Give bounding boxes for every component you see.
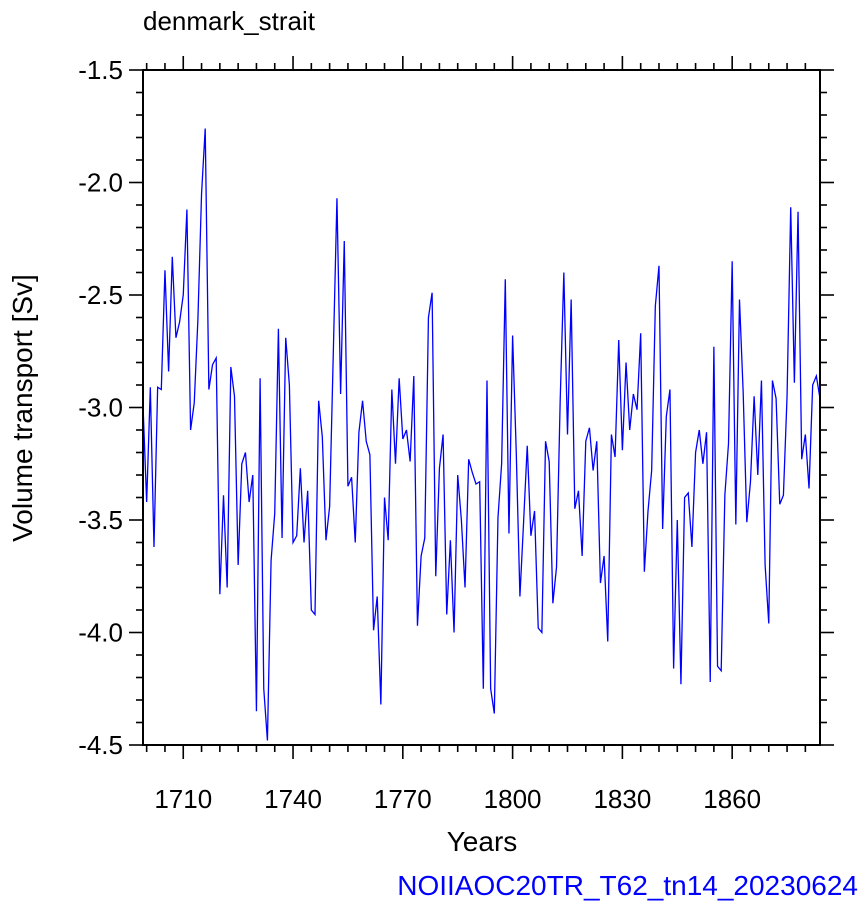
plot-frame (142, 69, 821, 746)
x-axis-label: Years (447, 826, 518, 857)
series-line-0 (142, 128, 821, 741)
y-tick-label: -3.0 (78, 393, 123, 423)
plot-area (142, 69, 821, 746)
x-tick-label: 1770 (374, 784, 432, 814)
x-tick-label: 1710 (154, 784, 212, 814)
y-tick-label: -4.5 (78, 730, 123, 760)
y-tick-label: -4.0 (78, 618, 123, 648)
chart-title: denmark_strait (143, 6, 316, 36)
x-tick-label: 1830 (593, 784, 651, 814)
y-tick-label: -2.0 (78, 168, 123, 198)
x-tick-label: 1860 (703, 784, 761, 814)
y-tick-label: -1.5 (78, 55, 123, 85)
y-tick-label: -2.5 (78, 280, 123, 310)
x-tick-label: 1740 (264, 784, 322, 814)
y-axis-label: Volume transport [Sv] (7, 274, 38, 542)
axis-ticks: -1.5 -2.0 -2.5 -3.0 -3.5 -4.0 -4.5 1710 1740 1770… (78, 55, 834, 814)
y-tick-label: -3.5 (78, 505, 123, 535)
case-name-footer: NOIIAOC20TR_T62_tn14_20230624 (397, 870, 858, 901)
x-tick-label: 1800 (484, 784, 542, 814)
